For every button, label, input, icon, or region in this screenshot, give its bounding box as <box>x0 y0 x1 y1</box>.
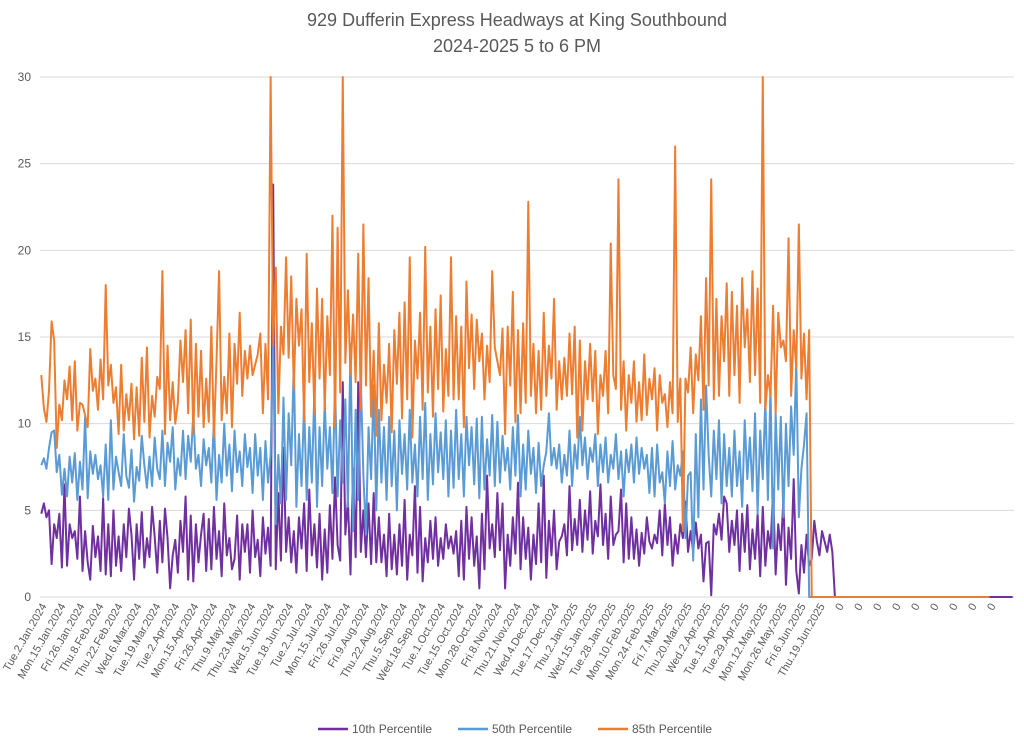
y-tick-label: 0 <box>24 590 31 604</box>
x-tick-label: 0 <box>890 602 903 613</box>
x-tick-label: 0 <box>871 602 884 613</box>
y-tick-label: 25 <box>18 157 32 171</box>
x-tick-label: 0 <box>909 602 922 613</box>
legend-label-50th-percentile: 50th Percentile <box>492 722 572 736</box>
y-axis-ticks: 0 5 10 15 20 25 30 <box>18 70 32 604</box>
chart-subtitle: 2024-2025 5 to 6 PM <box>433 36 601 56</box>
x-tick-label: 0 <box>852 602 865 613</box>
x-tick-label: 0 <box>966 602 979 613</box>
legend-item-50th-percentile[interactable]: 50th Percentile <box>458 722 572 736</box>
x-tick-label: 0 <box>928 602 941 613</box>
y-tick-label: 30 <box>18 70 32 84</box>
legend-label-85th-percentile: 85th Percentile <box>632 722 712 736</box>
legend-label-10th-percentile: 10th Percentile <box>352 722 432 736</box>
y-tick-label: 20 <box>18 243 32 257</box>
legend[interactable]: 10th Percentile 50th Percentile 85th Per… <box>318 722 712 736</box>
y-tick-label: 15 <box>18 330 32 344</box>
legend-item-85th-percentile[interactable]: 85th Percentile <box>598 722 712 736</box>
series-line-85th-percentile <box>40 76 990 598</box>
y-tick-label: 5 <box>24 503 31 517</box>
chart-title: 929 Dufferin Express Headways at King So… <box>307 10 727 30</box>
x-tick-label: 0 <box>947 602 960 613</box>
series-lines <box>40 76 1013 598</box>
x-axis-ticks: Tue.2.Jan.2024Mon.15.Jan.2024Fri.26.Jan.… <box>1 602 998 684</box>
legend-item-10th-percentile[interactable]: 10th Percentile <box>318 722 432 736</box>
x-tick-label: 0 <box>985 602 998 613</box>
y-tick-label: 10 <box>18 417 32 431</box>
x-tick-label: 0 <box>833 602 846 613</box>
